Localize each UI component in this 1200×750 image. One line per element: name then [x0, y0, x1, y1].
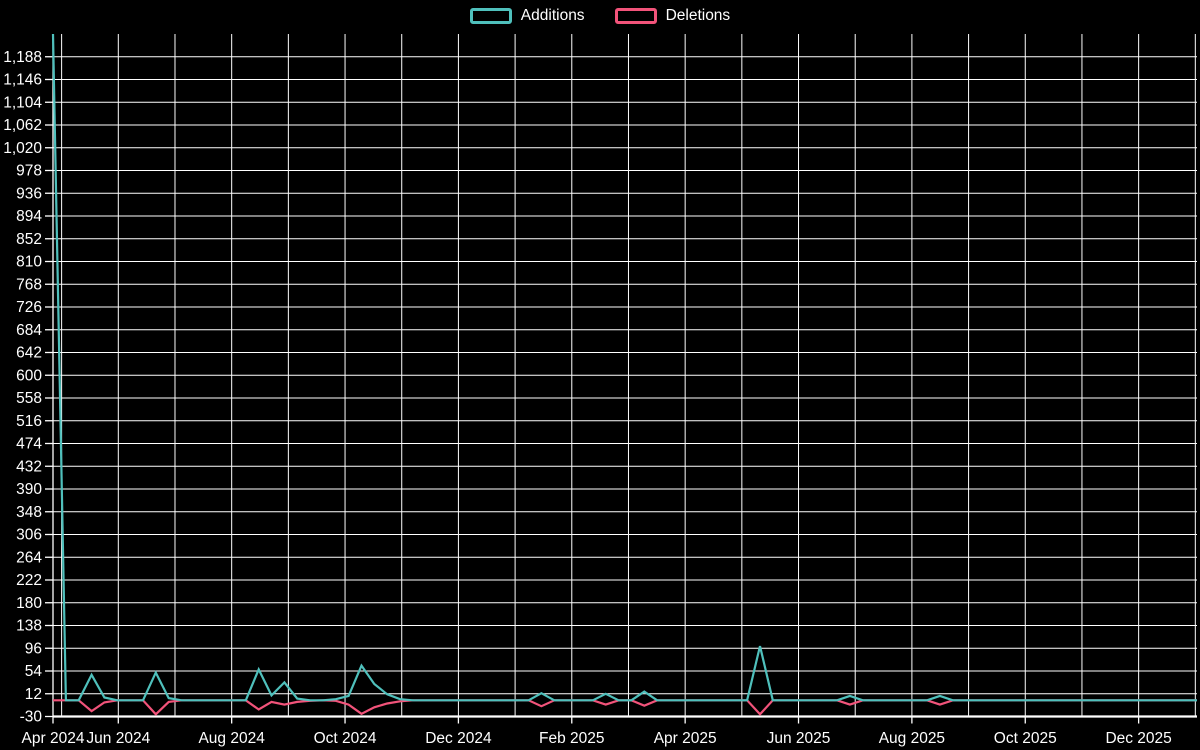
x-tick-label: Jun 2024 — [86, 730, 150, 747]
y-tick-label: 180 — [16, 595, 42, 612]
y-tick-label: 894 — [16, 208, 42, 225]
x-tick-label: Apr 2024 — [22, 730, 85, 747]
legend-item-deletions[interactable]: Deletions — [614, 7, 731, 25]
y-tick-label: 600 — [16, 367, 42, 384]
y-tick-label: 54 — [25, 663, 43, 680]
y-tick-label: 810 — [16, 254, 42, 271]
y-tick-label: 474 — [16, 436, 42, 453]
y-tick-label: 1,104 — [3, 94, 42, 111]
y-tick-label: -30 — [20, 709, 43, 726]
y-tick-label: 222 — [16, 572, 42, 589]
y-tick-label: 12 — [25, 686, 42, 703]
axis-ticks — [45, 56, 1140, 724]
y-tick-label: 516 — [16, 413, 42, 430]
x-tick-label: Apr 2025 — [654, 730, 717, 747]
y-tick-label: 390 — [16, 481, 42, 498]
y-tick-label: 978 — [16, 163, 42, 180]
y-tick-label: 348 — [16, 504, 42, 521]
y-tick-label: 138 — [16, 618, 42, 635]
x-tick-label: Oct 2025 — [994, 730, 1057, 747]
y-tick-label: 684 — [16, 322, 42, 339]
x-tick-label: Dec 2024 — [425, 730, 492, 747]
series-lines — [51, 33, 1197, 716]
y-gridlines — [53, 56, 1197, 718]
y-tick-label: 852 — [16, 231, 42, 248]
x-tick-label: Jun 2025 — [767, 730, 831, 747]
y-tick-labels: 1,188 1,146 1,104 1,062 1,020 978 936 894 852 810… — [3, 49, 42, 726]
additions-line — [51, 33, 1197, 702]
y-tick-label: 264 — [16, 549, 42, 566]
legend-item-additions[interactable]: Additions — [469, 7, 585, 25]
y-tick-label: 768 — [16, 276, 42, 293]
y-tick-label: 1,020 — [3, 140, 42, 157]
x-tick-label: Oct 2024 — [314, 730, 377, 747]
additions-swatch-icon — [469, 8, 512, 24]
deletions-swatch-icon — [614, 8, 657, 24]
y-tick-label: 1,188 — [3, 49, 42, 66]
legend-label-deletions: Deletions — [665, 7, 731, 24]
y-tick-label: 432 — [16, 458, 42, 475]
x-tick-label: Feb 2025 — [539, 730, 605, 747]
y-tick-label: 558 — [16, 390, 42, 407]
x-tick-label: Aug 2025 — [879, 730, 945, 747]
y-tick-label: 306 — [16, 527, 42, 544]
y-tick-label: 1,146 — [3, 72, 42, 89]
x-tick-label: Aug 2024 — [198, 730, 265, 747]
chart-legend: Additions Deletions — [0, 7, 1200, 25]
y-tick-label: 1,062 — [3, 117, 42, 134]
y-tick-label: 726 — [16, 299, 42, 316]
x-tick-labels: Apr 2024 Jun 2024 Aug 2024 Oct 2024 Dec 2024… — [22, 730, 1172, 747]
y-tick-label: 96 — [25, 640, 42, 657]
x-tick-label: Dec 2025 — [1105, 730, 1171, 747]
y-tick-label: 642 — [16, 345, 42, 362]
legend-label-additions: Additions — [520, 7, 585, 24]
y-tick-label: 936 — [16, 185, 42, 202]
